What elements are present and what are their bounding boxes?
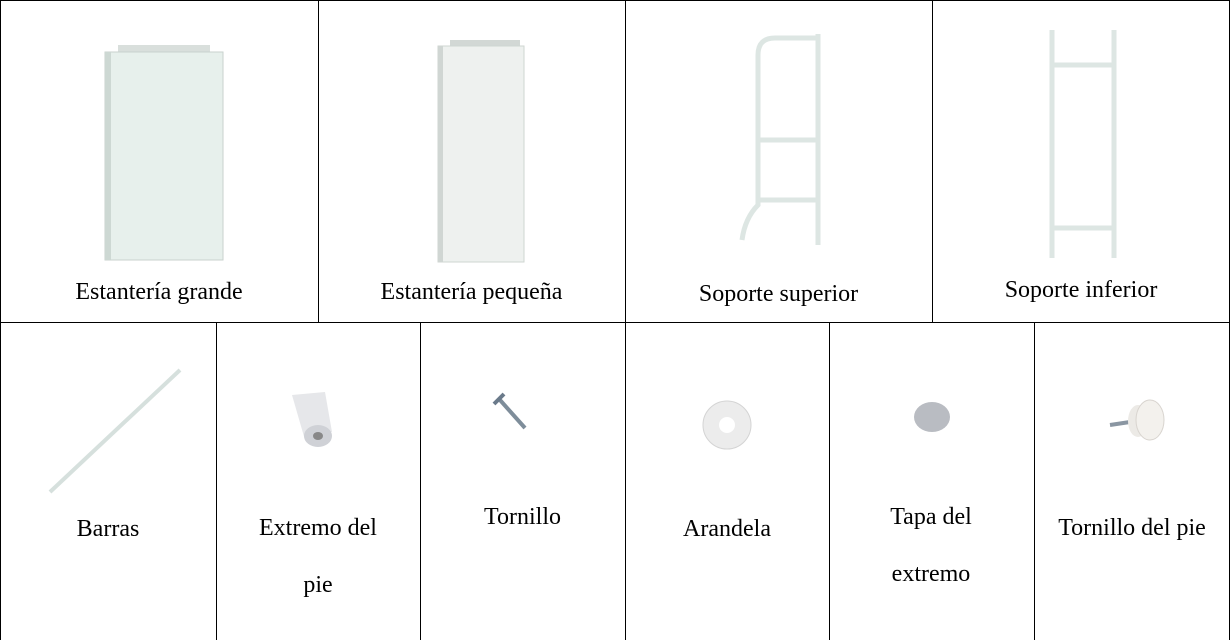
cell	[420, 322, 625, 640]
cell	[625, 322, 829, 640]
cell	[318, 0, 625, 322]
cell	[0, 322, 216, 640]
cell	[829, 322, 1034, 640]
part-label: Soporte superior	[698, 281, 859, 307]
part-label: Soporte inferior	[1004, 277, 1158, 303]
lower-support-image	[1049, 30, 1117, 258]
part-label: Extremo del pie	[259, 515, 377, 598]
cell	[216, 322, 420, 640]
small-shelf-image	[437, 40, 525, 263]
foot-screw-image	[1109, 399, 1165, 441]
foot-end-image	[292, 392, 332, 447]
cell	[0, 0, 318, 322]
upper-support-image	[739, 34, 821, 245]
bars-image	[48, 368, 182, 494]
screw-image	[492, 392, 527, 430]
part-label: Estantería pequeña	[380, 279, 563, 305]
part-label: Estantería grande	[75, 279, 243, 305]
cell	[625, 0, 932, 322]
large-shelf-image	[104, 45, 224, 261]
end-cap-image	[914, 402, 950, 432]
part-label: Tapa del extremo	[890, 504, 972, 587]
part-label: Arandela	[683, 516, 771, 542]
washer-image	[702, 400, 752, 450]
part-label: Barras	[76, 516, 140, 542]
part-label: Tornillo	[484, 504, 561, 530]
part-label: Tornillo del pie	[1058, 515, 1206, 541]
